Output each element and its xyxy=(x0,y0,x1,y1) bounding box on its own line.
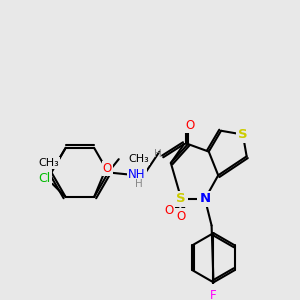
Text: N: N xyxy=(200,193,211,206)
Text: O: O xyxy=(177,209,186,223)
Text: Cl: Cl xyxy=(39,172,51,184)
Text: CH₃: CH₃ xyxy=(128,154,149,164)
Text: O: O xyxy=(185,118,194,132)
Text: H: H xyxy=(135,179,142,189)
Text: NH: NH xyxy=(128,168,146,181)
Text: F: F xyxy=(210,289,217,300)
Text: H: H xyxy=(154,148,161,158)
Text: O: O xyxy=(103,162,112,175)
Text: S: S xyxy=(238,128,248,141)
Text: O: O xyxy=(164,204,174,217)
Text: CH₃: CH₃ xyxy=(38,158,59,168)
Text: S: S xyxy=(176,193,186,206)
